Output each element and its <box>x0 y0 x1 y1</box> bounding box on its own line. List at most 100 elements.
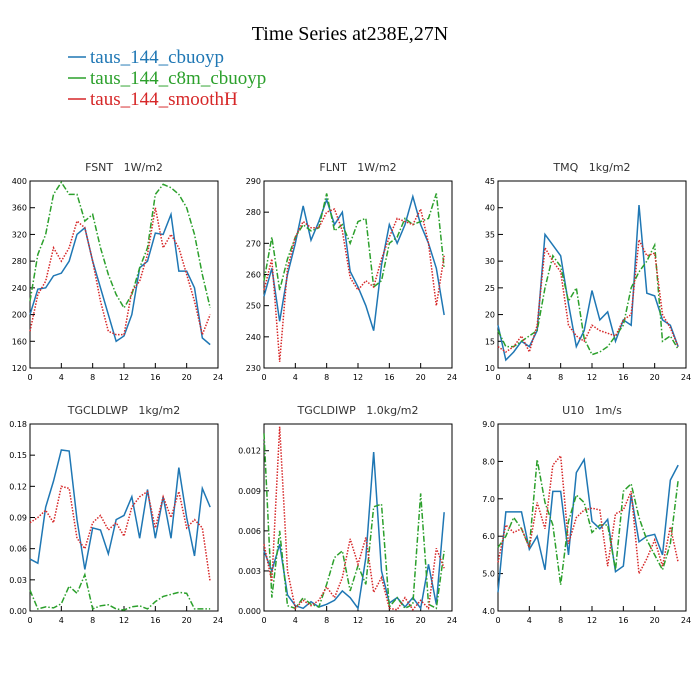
x-tick-label: 12 <box>353 616 363 625</box>
series-line <box>497 242 679 356</box>
panel-title: TGCLDLWP 1kg/m2 <box>67 404 180 417</box>
series-line <box>29 572 211 611</box>
x-tick-label: 20 <box>650 616 660 625</box>
y-tick-label: 20 <box>485 311 495 320</box>
y-tick-label: 7.0 <box>482 495 495 504</box>
x-tick-label: 8 <box>90 616 95 625</box>
plot-frame <box>497 180 687 369</box>
x-tick-label: 8 <box>90 373 95 382</box>
series-line <box>263 433 445 610</box>
y-tick-label: 0.006 <box>238 527 261 536</box>
series-line <box>263 193 445 331</box>
x-tick-label: 0 <box>495 616 500 625</box>
x-tick-label: 20 <box>416 616 426 625</box>
panel-title: TGCLDIWP 1.0kg/m2 <box>296 404 418 417</box>
series-line <box>263 193 445 291</box>
y-tick-label: 30 <box>485 257 495 266</box>
x-tick-label: 8 <box>324 616 329 625</box>
y-tick-label: 0.000 <box>238 607 261 616</box>
x-tick-label: 20 <box>416 373 426 382</box>
x-tick-label: 0 <box>261 616 266 625</box>
panel-title: U10 1m/s <box>562 404 622 417</box>
x-tick-label: 0 <box>27 616 32 625</box>
x-tick-label: 0 <box>27 373 32 382</box>
series-line <box>497 237 679 355</box>
x-tick-label: 16 <box>618 373 628 382</box>
x-tick-label: 4 <box>527 373 532 382</box>
y-tick-label: 0.09 <box>9 514 27 523</box>
y-tick-label: 270 <box>246 239 261 248</box>
x-tick-label: 12 <box>353 373 363 382</box>
x-tick-label: 16 <box>150 373 160 382</box>
y-tick-label: 0.12 <box>9 482 27 491</box>
y-tick-label: 10 <box>485 364 495 373</box>
y-tick-label: 230 <box>246 364 261 373</box>
y-tick-label: 360 <box>12 204 27 213</box>
x-tick-label: 24 <box>681 373 691 382</box>
x-tick-label: 8 <box>558 373 563 382</box>
x-tick-label: 8 <box>558 616 563 625</box>
series-line <box>263 206 445 362</box>
x-tick-label: 12 <box>587 373 597 382</box>
y-tick-label: 0.00 <box>9 607 27 616</box>
y-tick-label: 200 <box>12 311 27 320</box>
y-tick-label: 260 <box>246 271 261 280</box>
panel-title: FSNT 1W/m2 <box>85 161 163 174</box>
figure-title: Time Series at238E,27N <box>252 23 448 45</box>
y-tick-label: 250 <box>246 302 261 311</box>
y-tick-label: 0.012 <box>238 447 261 456</box>
x-tick-label: 20 <box>182 373 192 382</box>
panel-title: FLNT 1W/m2 <box>319 161 396 174</box>
y-tick-label: 280 <box>246 208 261 217</box>
y-tick-label: 0.009 <box>238 487 261 496</box>
x-tick-label: 24 <box>213 373 223 382</box>
y-tick-label: 40 <box>485 204 495 213</box>
y-tick-label: 35 <box>485 230 495 239</box>
y-tick-label: 0.15 <box>9 451 27 460</box>
panel-title: TMQ 1kg/m2 <box>552 161 630 174</box>
y-tick-label: 6.0 <box>482 532 495 541</box>
x-tick-label: 0 <box>261 373 266 382</box>
y-tick-label: 0.06 <box>9 545 27 554</box>
y-tick-label: 0.03 <box>9 576 27 585</box>
x-tick-label: 0 <box>495 373 500 382</box>
series-line <box>29 449 211 570</box>
series-line <box>29 207 211 338</box>
series-line <box>497 457 679 593</box>
y-tick-label: 0.18 <box>9 420 27 429</box>
y-tick-label: 320 <box>12 230 27 239</box>
legend-label: taus_144_smoothH <box>90 89 238 110</box>
y-tick-label: 4.0 <box>482 607 495 616</box>
y-tick-label: 5.0 <box>482 570 495 579</box>
y-tick-label: 240 <box>12 284 27 293</box>
legend-label: taus_144_c8m_cbuoyp <box>90 68 266 89</box>
x-tick-label: 24 <box>681 616 691 625</box>
series-line <box>263 451 445 611</box>
y-tick-label: 0.003 <box>238 567 261 576</box>
y-tick-label: 400 <box>12 177 27 186</box>
y-tick-label: 25 <box>485 284 495 293</box>
plot-frame <box>29 423 219 612</box>
series-line <box>497 453 679 577</box>
y-tick-label: 8.0 <box>482 457 495 466</box>
y-tick-label: 9.0 <box>482 420 495 429</box>
x-tick-label: 16 <box>384 616 394 625</box>
x-tick-label: 24 <box>447 373 457 382</box>
legend-label: taus_144_cbuoyp <box>90 47 224 68</box>
x-tick-label: 24 <box>213 616 223 625</box>
y-tick-label: 45 <box>485 177 495 186</box>
plot-frame <box>263 180 453 369</box>
series-line <box>497 459 679 585</box>
x-tick-label: 4 <box>527 616 532 625</box>
x-tick-label: 8 <box>324 373 329 382</box>
x-tick-label: 12 <box>587 616 597 625</box>
x-tick-label: 20 <box>650 373 660 382</box>
x-tick-label: 16 <box>618 616 628 625</box>
y-tick-label: 280 <box>12 257 27 266</box>
x-tick-label: 12 <box>119 373 129 382</box>
y-tick-label: 15 <box>485 337 495 346</box>
x-tick-label: 4 <box>293 373 298 382</box>
x-tick-label: 20 <box>182 616 192 625</box>
series-line <box>29 180 211 310</box>
